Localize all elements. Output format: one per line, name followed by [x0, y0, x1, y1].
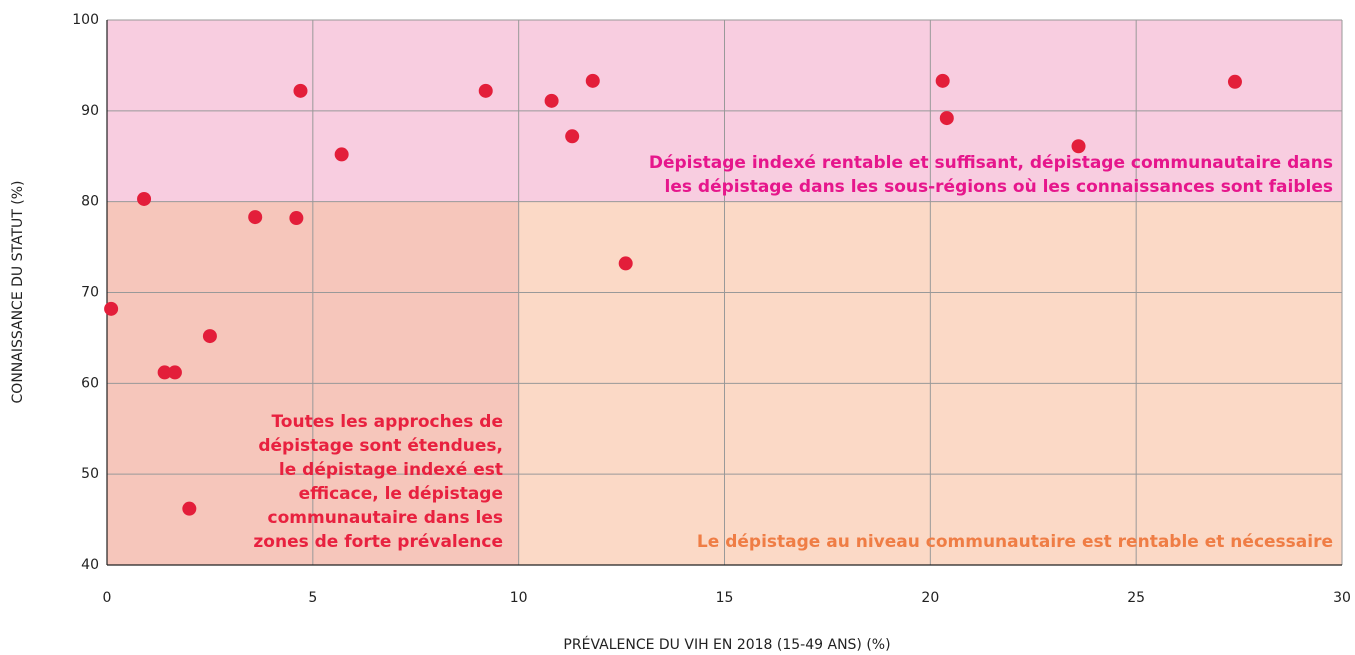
point [618, 256, 633, 271]
point [202, 329, 217, 344]
x-tick-label: 10 [510, 590, 528, 606]
point [939, 111, 954, 126]
point [935, 73, 950, 88]
x-axis-label: PRÉVALENCE DU VIH EN 2018 (15-49 ANS) (%… [563, 636, 890, 653]
annotation: zones de forte prévalence [253, 532, 503, 552]
point [478, 83, 493, 98]
y-tick-label: 90 [81, 103, 99, 119]
x-tick-label: 20 [921, 590, 939, 606]
annotation: Dépistage indexé rentable et suffisant, … [649, 153, 1333, 173]
x-tick-label: 15 [716, 590, 734, 606]
point [167, 365, 182, 380]
x-tick-label: 0 [103, 590, 112, 606]
point [248, 210, 263, 225]
x-tick-label: 25 [1127, 590, 1145, 606]
annotation: dépistage sont étendues, [258, 436, 503, 456]
point [585, 73, 600, 88]
point [182, 501, 197, 516]
point [1227, 74, 1242, 89]
y-axis-label: CONNAISSANCE DU STATUT (%) [10, 181, 26, 404]
point [544, 93, 559, 108]
annotation: Le dépistage au niveau communautaire est… [697, 532, 1333, 552]
annotation: efficace, le dépistage [299, 484, 503, 504]
point [157, 365, 172, 380]
annotation: le dépistage indexé est [279, 460, 503, 480]
point [565, 129, 580, 144]
point [293, 83, 308, 98]
x-tick-label: 5 [308, 590, 317, 606]
y-tick-label: 100 [72, 12, 99, 28]
annotation: communautaire dans les [268, 508, 503, 528]
x-tick-label: 30 [1333, 590, 1351, 606]
point [104, 301, 119, 316]
point [334, 147, 349, 162]
annotation: les dépistage dans les sous-régions où l… [665, 177, 1334, 197]
annotation: Toutes les approches de [271, 412, 503, 432]
point [1071, 139, 1086, 154]
y-tick-label: 50 [81, 466, 99, 482]
y-tick-label: 70 [81, 285, 99, 301]
y-tick-label: 40 [81, 557, 99, 573]
y-tick-label: 60 [81, 375, 99, 391]
point [289, 211, 304, 226]
y-tick-label: 80 [81, 194, 99, 210]
point [137, 191, 152, 206]
